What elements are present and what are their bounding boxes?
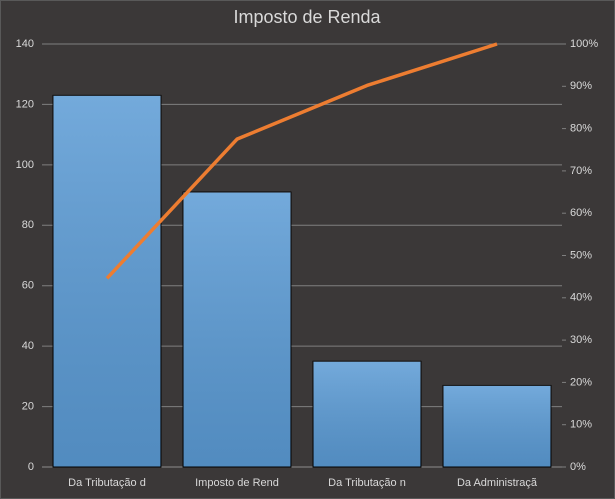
bar-shade bbox=[183, 192, 291, 468]
x-tick-label: Imposto de Rend bbox=[195, 477, 279, 489]
y-tick-label: 60 bbox=[22, 280, 34, 292]
x-tick-label: Da Tributação n bbox=[328, 477, 406, 489]
y2-tick-label: 40% bbox=[570, 292, 592, 304]
bar-shade bbox=[53, 95, 161, 467]
y2-tick-label: 80% bbox=[570, 123, 592, 135]
cumulative-line bbox=[105, 42, 498, 280]
x-tick-label: Da Administraçã bbox=[457, 477, 538, 489]
y2-tick-label: 0% bbox=[570, 461, 586, 473]
y2-tick-label: 100% bbox=[570, 38, 598, 50]
y-tick-label: 120 bbox=[16, 98, 34, 110]
y-tick-label: 40 bbox=[22, 340, 34, 352]
bar-shade bbox=[443, 385, 551, 467]
y2-tick-label: 60% bbox=[570, 207, 592, 219]
chart-title: Imposto de Renda bbox=[233, 7, 381, 27]
y-tick-label: 100 bbox=[16, 159, 34, 171]
bar-shade bbox=[313, 361, 421, 467]
y2-tick-label: 70% bbox=[570, 165, 592, 177]
y2-tick-label: 90% bbox=[570, 80, 592, 92]
y2-tick-label: 30% bbox=[570, 334, 592, 346]
x-tick-label: Da Tributação d bbox=[68, 477, 146, 489]
y-tick-label: 140 bbox=[16, 38, 34, 50]
y-tick-label: 80 bbox=[22, 219, 34, 231]
y2-tick-label: 10% bbox=[570, 419, 592, 431]
y-tick-label: 0 bbox=[28, 461, 34, 473]
y2-tick-label: 50% bbox=[570, 249, 592, 261]
y2-tick-label: 20% bbox=[570, 376, 592, 388]
y-tick-label: 20 bbox=[22, 400, 34, 412]
